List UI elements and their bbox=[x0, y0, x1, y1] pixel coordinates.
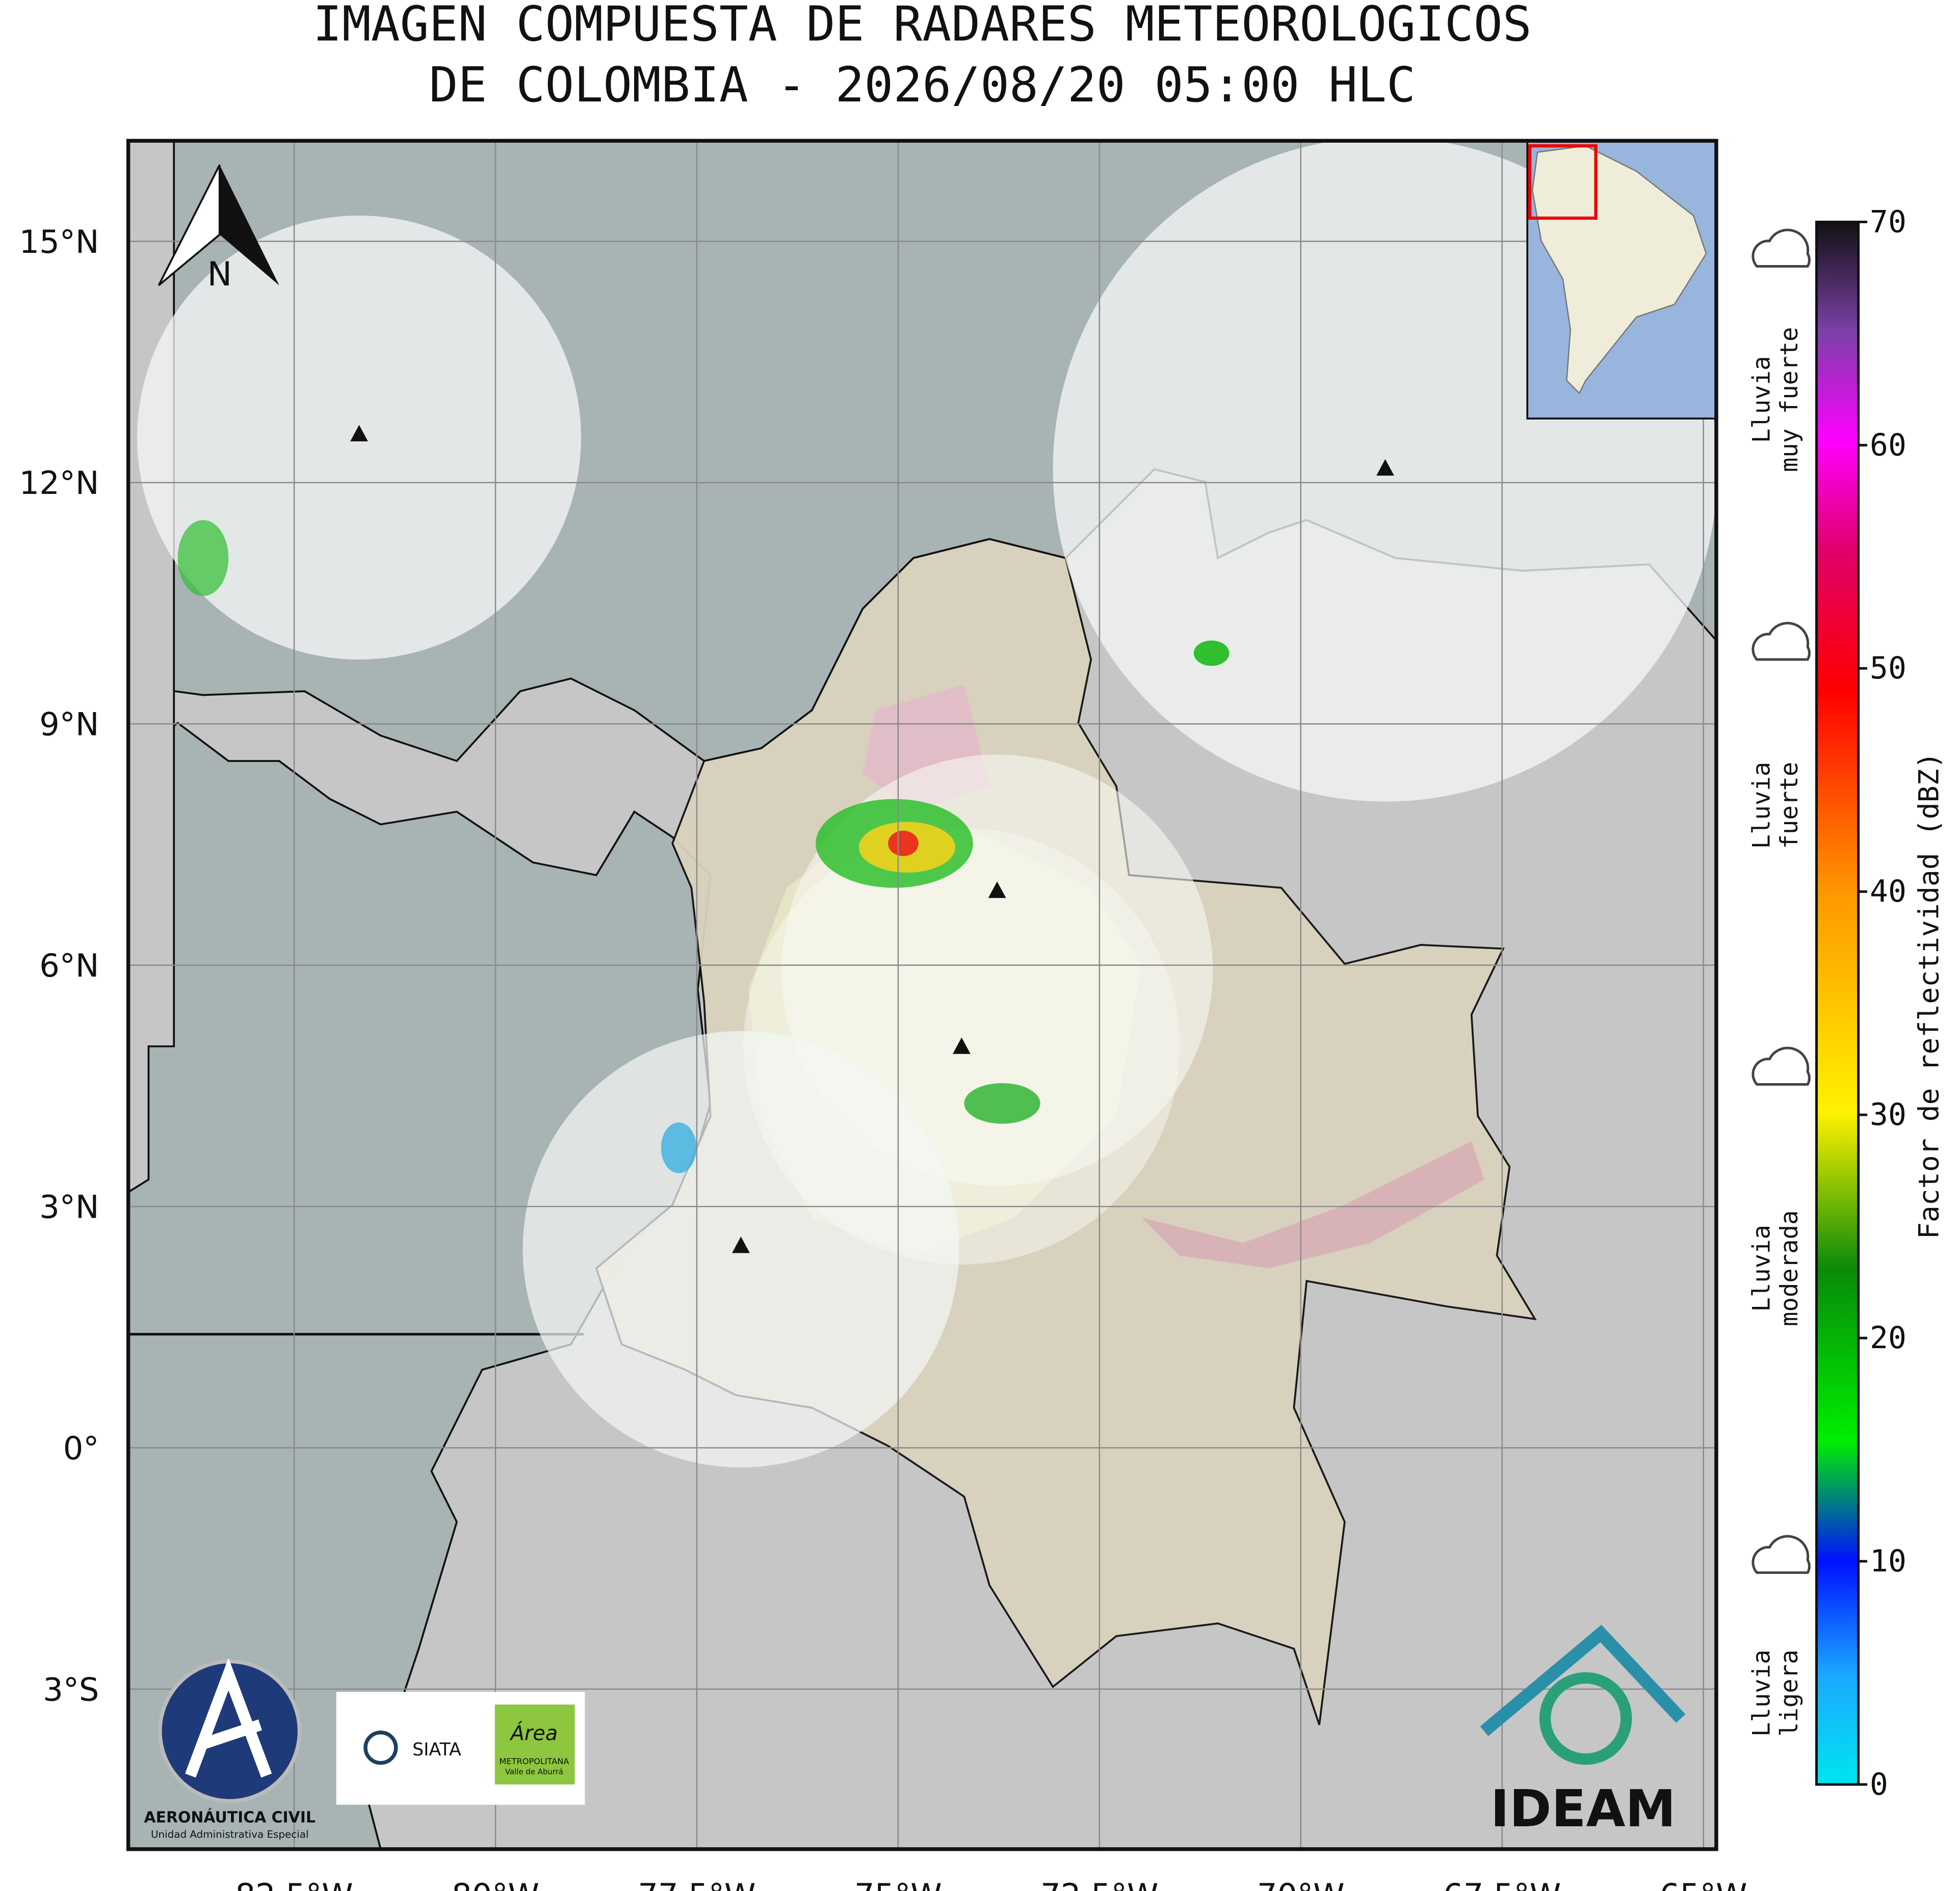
lat-tick-label: 15°N bbox=[19, 223, 99, 260]
logo-text: Unidad Administrativa Especial bbox=[151, 1828, 308, 1840]
lat-tick-label: 6°N bbox=[39, 947, 99, 984]
lat-tick-label: 0° bbox=[63, 1430, 99, 1467]
colorbar-tick-label: 70 bbox=[1870, 204, 1906, 240]
rain-legend-label: Lluvia bbox=[1747, 1225, 1775, 1312]
lon-tick-label: 65°W bbox=[1660, 1877, 1747, 1891]
title-line: IMAGEN COMPUESTA DE RADARES METEOROLOGIC… bbox=[313, 0, 1532, 52]
lon-tick-label: 67.5°W bbox=[1443, 1877, 1561, 1891]
logo-text: Valle de Aburrá bbox=[505, 1767, 563, 1776]
map: N AERONÁUTICA CIVIL Unidad Administrativ… bbox=[128, 141, 1716, 1849]
logo-text: METROPOLITANA bbox=[499, 1756, 569, 1766]
echo bbox=[964, 1083, 1040, 1124]
lon-tick-label: 72.5°W bbox=[1040, 1877, 1158, 1891]
rain-legend-label: Lluvia bbox=[1747, 762, 1775, 849]
colorbar-tick-label: 10 bbox=[1870, 1544, 1906, 1579]
graticule bbox=[128, 141, 1716, 1849]
inset-extent bbox=[1528, 144, 1598, 220]
ideam-logo bbox=[1539, 1672, 1632, 1765]
rain-legend-label: moderada bbox=[1775, 1210, 1804, 1326]
colorbar bbox=[1815, 220, 1860, 1786]
map-frame bbox=[126, 139, 1718, 1851]
rain-legend-label: ligera bbox=[1775, 1649, 1804, 1737]
area-logo bbox=[494, 1704, 575, 1784]
land bbox=[128, 141, 175, 1194]
ideam-logo bbox=[1480, 1624, 1686, 1737]
rain-legend-label: Lluvia bbox=[1747, 356, 1775, 443]
region-shade bbox=[1141, 1141, 1484, 1269]
logo-text: SIATA bbox=[412, 1740, 461, 1760]
logo-text: IDEAM bbox=[1491, 1780, 1676, 1839]
aerocivil-logo bbox=[185, 1658, 272, 1778]
colorbar-tick-label: 20 bbox=[1870, 1321, 1906, 1356]
lon-tick-label: 82.5°W bbox=[236, 1877, 353, 1891]
lat-tick-label: 9°N bbox=[39, 706, 99, 743]
lon-tick-label: 75°W bbox=[854, 1877, 942, 1891]
lon-tick-label: 70°W bbox=[1257, 1877, 1345, 1891]
echo bbox=[1193, 640, 1230, 666]
logo-text: Área bbox=[509, 1721, 558, 1745]
title-line: DE COLOMBIA - 2026/08/20 05:00 HLC bbox=[429, 57, 1416, 113]
echo bbox=[177, 520, 229, 596]
north-label: N bbox=[207, 255, 232, 294]
lon-tick-label: 77.5°W bbox=[638, 1877, 755, 1891]
echo bbox=[888, 830, 919, 856]
lat-tick-label: 3°S bbox=[43, 1671, 99, 1708]
colorbar-tick-label: 50 bbox=[1870, 651, 1906, 686]
colorbar-tick-label: 40 bbox=[1870, 874, 1906, 909]
colorbar-label: Factor de reflectividad (dBZ) bbox=[1912, 752, 1945, 1239]
lon-tick-label: 80°W bbox=[452, 1877, 539, 1891]
rain-icons bbox=[1752, 228, 1811, 1574]
logo-text: AERONÁUTICA CIVIL bbox=[144, 1808, 316, 1827]
colorbar-tick-label: 60 bbox=[1870, 428, 1906, 463]
siata-logo bbox=[363, 1730, 398, 1765]
echo bbox=[661, 1122, 697, 1173]
lat-tick-label: 12°N bbox=[19, 464, 99, 502]
inset-continent bbox=[1531, 145, 1707, 395]
colorbar-ticks: 0 10 20 30 40 50 60 70 bbox=[1858, 204, 1906, 1802]
colorbar-tick-label: 30 bbox=[1870, 1097, 1906, 1133]
rain-legend-label: fuerte bbox=[1775, 762, 1804, 849]
rain-legend-label: muy fuerte bbox=[1775, 327, 1804, 472]
lat-tick-label: 3°N bbox=[39, 1188, 99, 1225]
colorbar-tick-label: 0 bbox=[1870, 1767, 1888, 1802]
rain-legend-label: Lluvia bbox=[1747, 1649, 1775, 1737]
